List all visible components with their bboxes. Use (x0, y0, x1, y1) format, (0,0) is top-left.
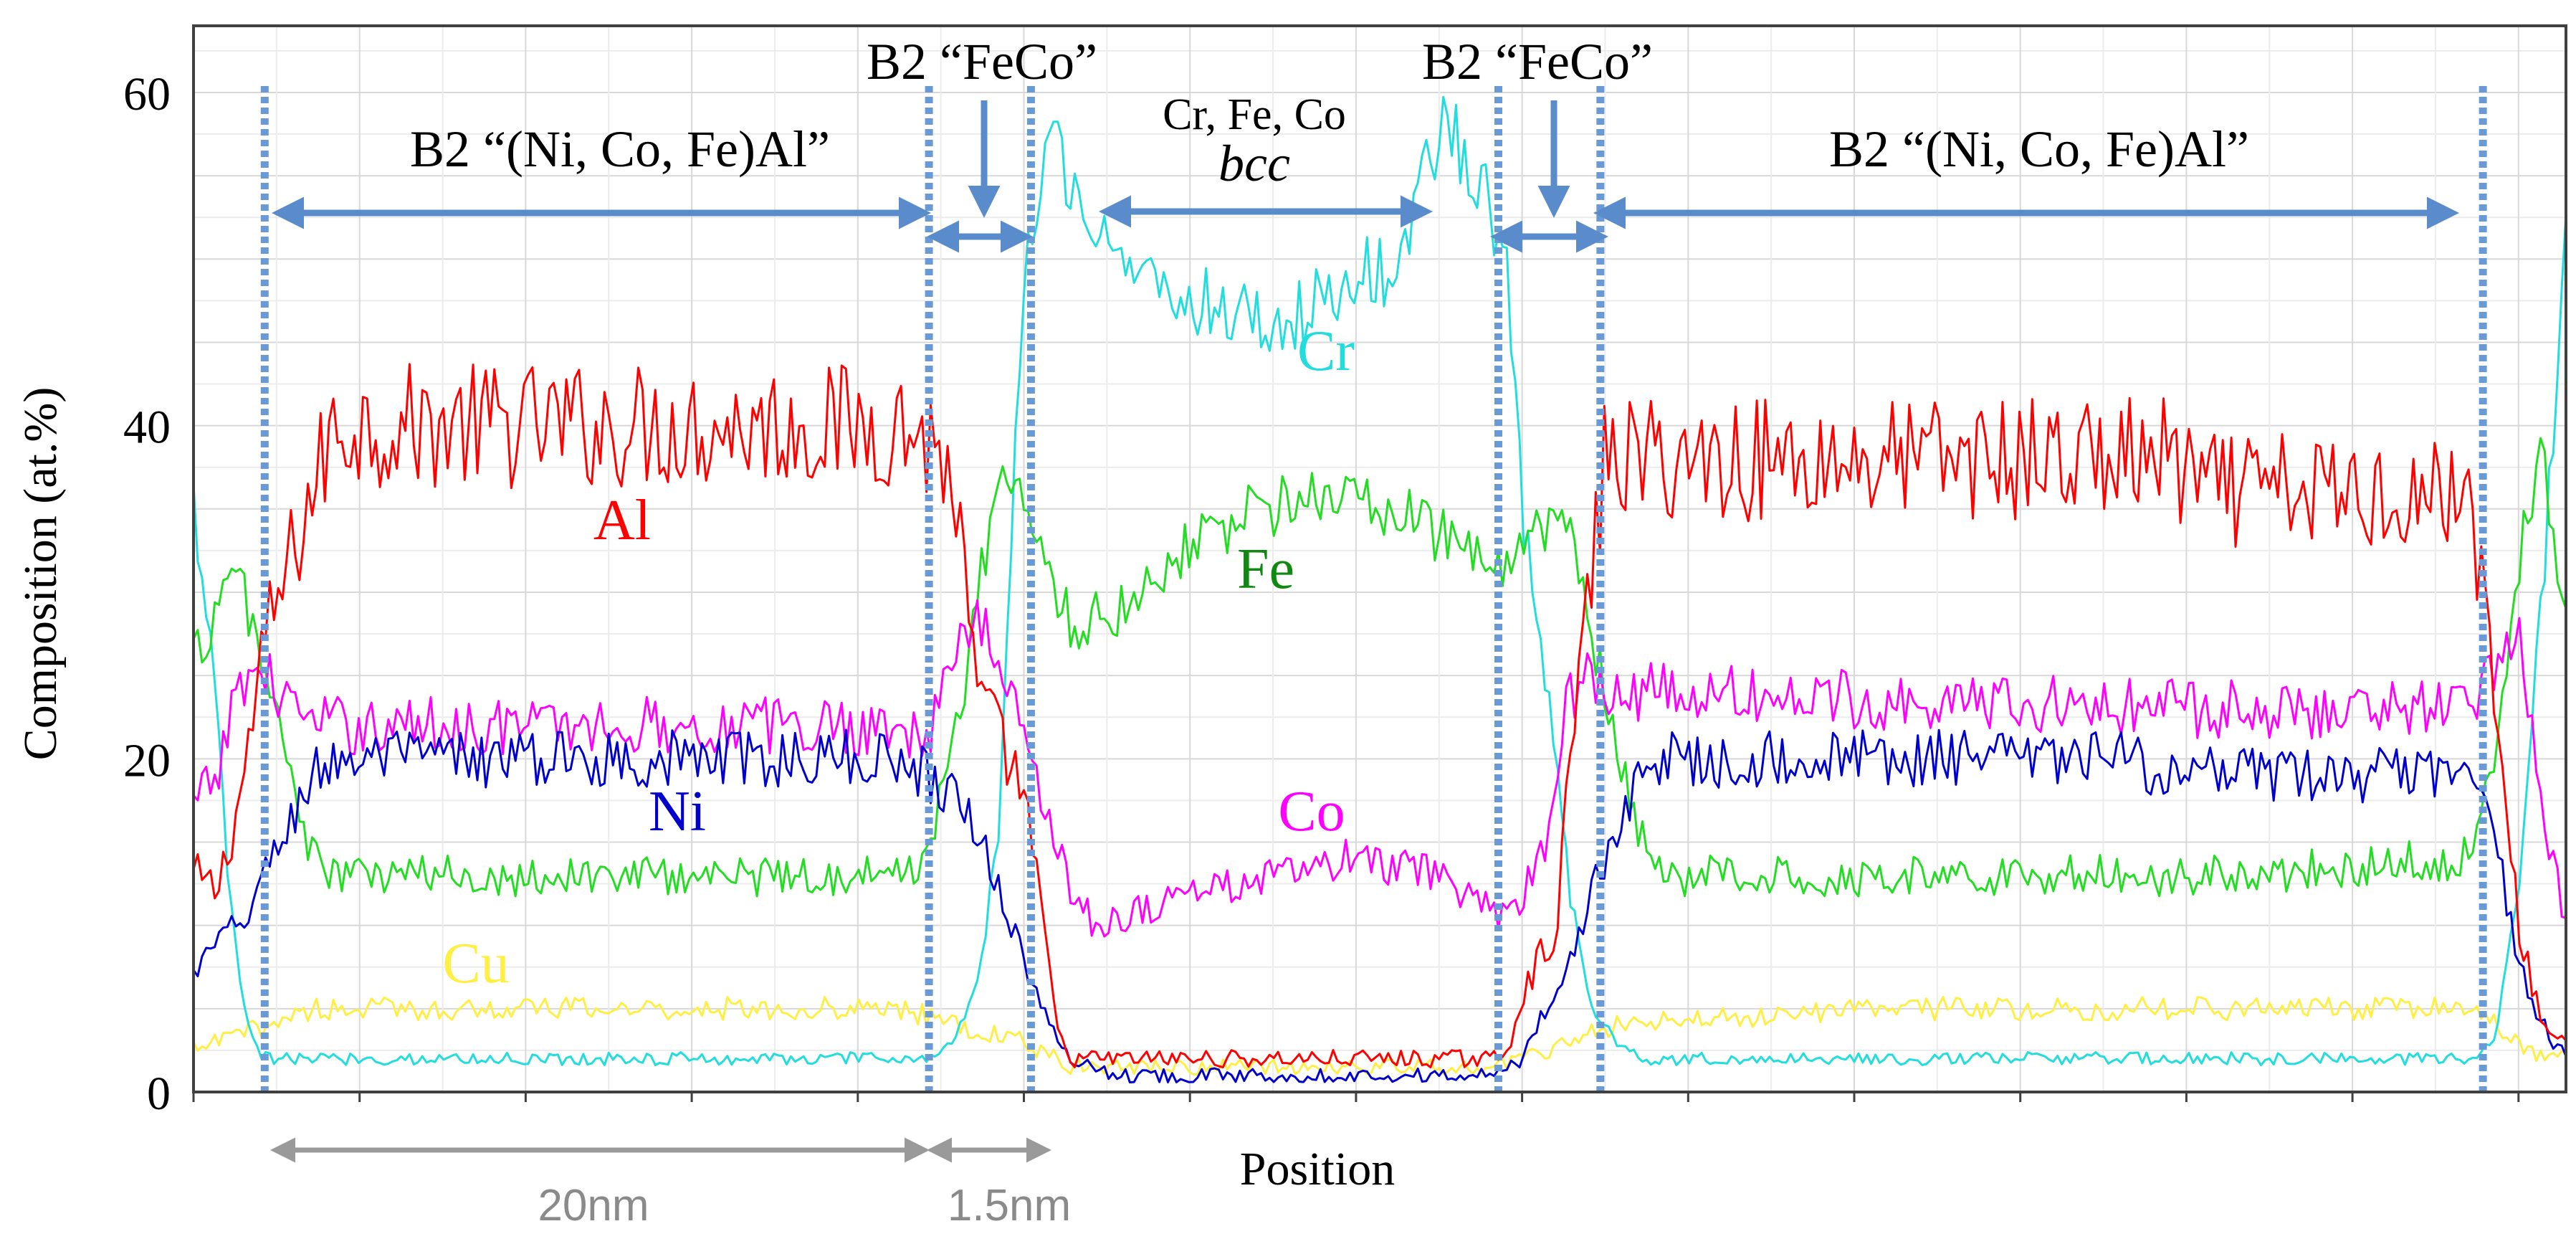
y-tick-label: 0 (147, 1068, 171, 1120)
series-label-cu: Cu (442, 932, 509, 995)
plot-frame (192, 24, 2567, 1093)
phase-span-arrows (272, 100, 2459, 253)
phase-label-b2-nicofeal-right: B2 “(Ni, Co, Fe)Al” (1829, 120, 2249, 178)
y-tick-label: 20 (123, 734, 171, 787)
series-line-fe (192, 437, 2567, 898)
series-label-co: Co (1278, 780, 1345, 843)
phase-label-bcc: bcc (1218, 135, 1290, 192)
series-line-co (192, 599, 2567, 938)
y-axis-label: Composition (at.%) (14, 387, 67, 761)
series-label-fe: Fe (1237, 538, 1294, 601)
series-line-ni (192, 728, 2567, 1083)
series-line-al (192, 363, 2567, 1068)
y-tick-labels: 0 20 40 60 (123, 68, 2520, 1120)
series-label-ni: Ni (649, 780, 706, 843)
series-line-cu (192, 996, 2567, 1076)
x-axis-label: Position (1240, 1143, 1395, 1195)
series-layer (192, 95, 2567, 1083)
scale-label-1-5nm: 1.5nm (948, 1181, 1071, 1230)
phase-label-cr-fe-co: Cr, Fe, Co (1163, 90, 1346, 139)
y-tick-label: 60 (123, 68, 171, 120)
phase-label-b2-feco-right: B2 “FeCo” (1422, 33, 1653, 90)
phase-label-b2-nicofeal-left: B2 “(Ni, Co, Fe)Al” (410, 120, 830, 178)
series-label-al: Al (593, 489, 651, 552)
y-tick-label: 40 (123, 402, 171, 454)
phase-label-b2-feco-left: B2 “FeCo” (867, 33, 1097, 90)
phase-boundary-layer (260, 86, 2487, 1092)
series-line-cr (192, 95, 2567, 1067)
scale-label-20nm: 20nm (538, 1181, 649, 1230)
series-label-cr: Cr (1297, 320, 1355, 383)
